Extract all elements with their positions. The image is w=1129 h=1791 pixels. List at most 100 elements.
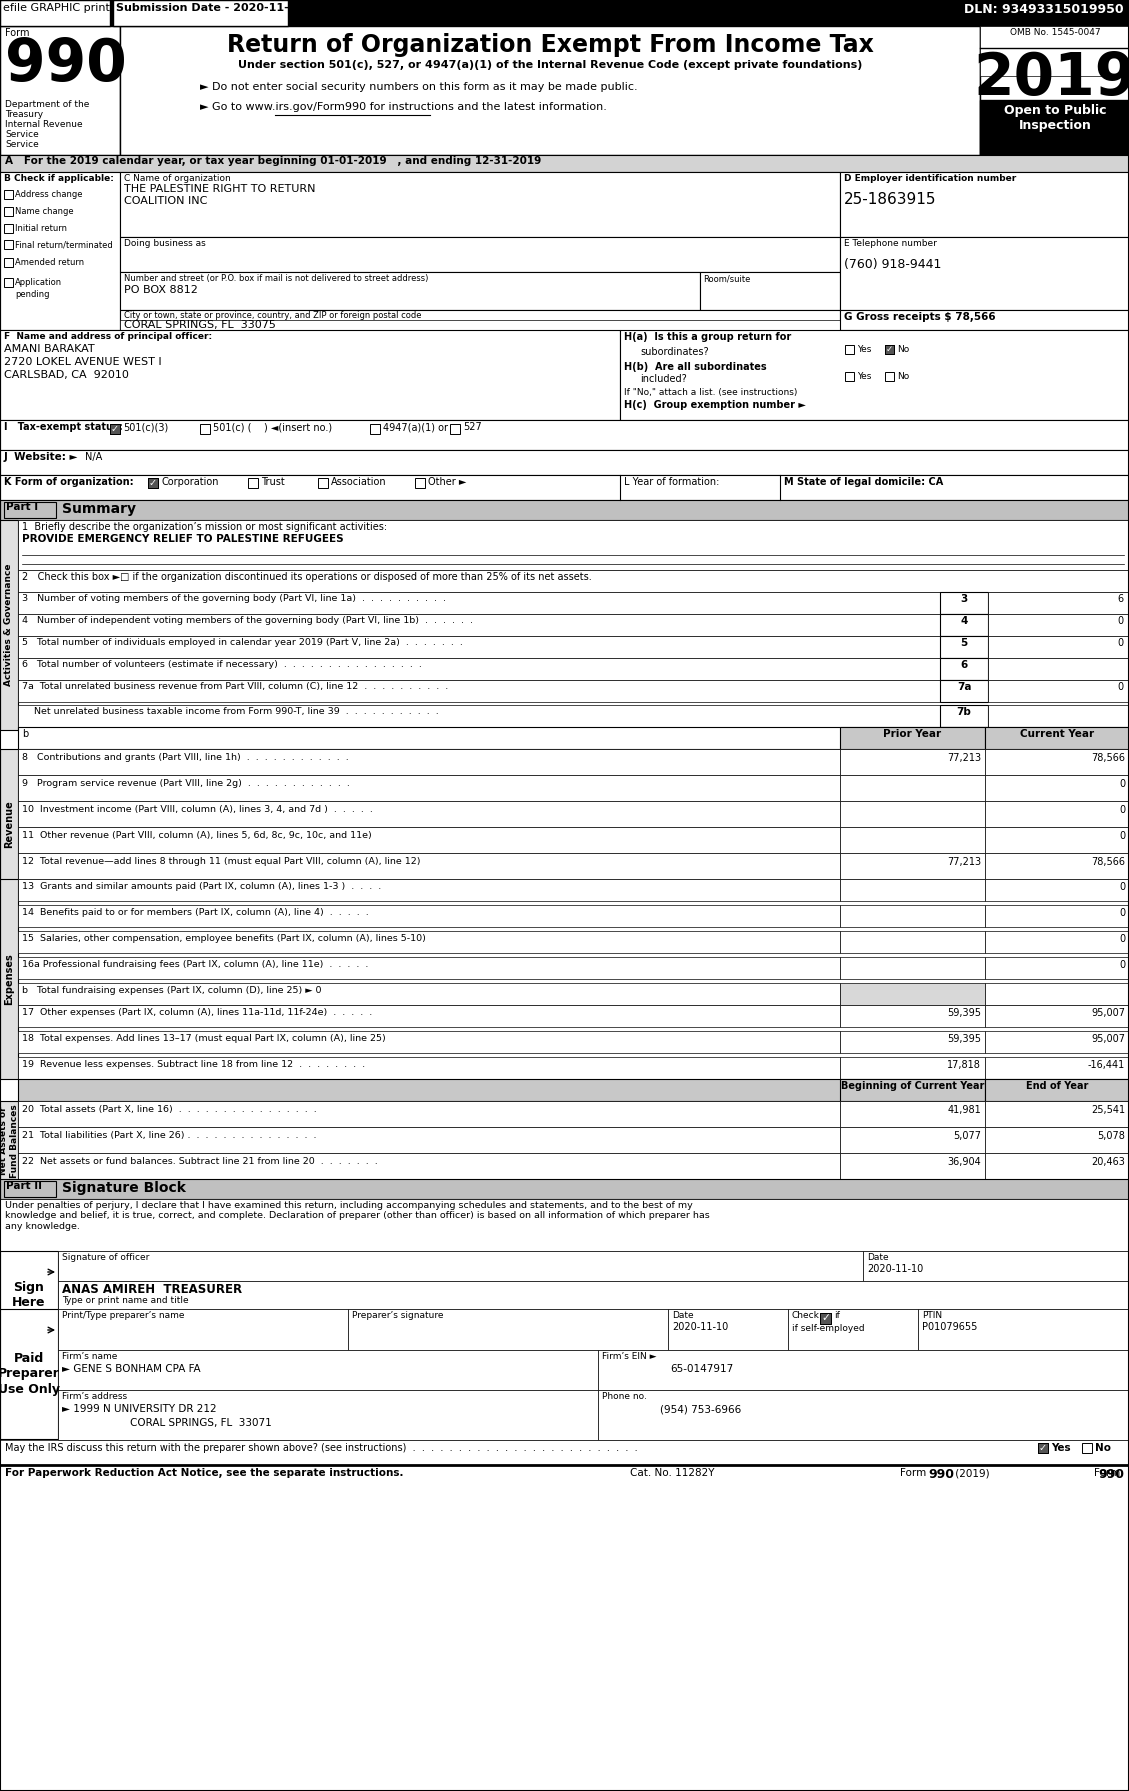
Bar xyxy=(840,1101,984,1127)
Bar xyxy=(5,240,14,249)
Bar xyxy=(984,1078,1129,1101)
Bar xyxy=(988,681,1129,702)
Bar xyxy=(18,1078,1129,1101)
Bar xyxy=(0,500,1129,519)
Text: 527: 527 xyxy=(463,423,482,432)
Bar xyxy=(18,1127,840,1153)
Text: H(c)  Group exemption number ►: H(c) Group exemption number ► xyxy=(624,399,806,410)
Text: Application: Application xyxy=(15,278,62,287)
Text: 16a Professional fundraising fees (Part IX, column (A), line 11e)  .  .  .  .  .: 16a Professional fundraising fees (Part … xyxy=(21,960,368,969)
Bar xyxy=(18,983,840,1005)
Text: Signature Block: Signature Block xyxy=(62,1180,186,1195)
Bar xyxy=(840,1127,984,1153)
Text: Internal Revenue: Internal Revenue xyxy=(5,120,82,129)
Bar xyxy=(18,904,840,928)
Bar xyxy=(980,100,1129,156)
Bar xyxy=(840,1153,984,1178)
Bar xyxy=(940,681,988,702)
Text: 990: 990 xyxy=(928,1469,954,1481)
Text: CARLSBAD, CA  92010: CARLSBAD, CA 92010 xyxy=(5,371,129,380)
Text: 95,007: 95,007 xyxy=(1091,1008,1124,1017)
Bar xyxy=(18,956,840,980)
Text: 990: 990 xyxy=(5,36,126,93)
Text: OMB No. 1545-0047: OMB No. 1545-0047 xyxy=(1009,29,1101,38)
Bar xyxy=(984,1127,1129,1153)
Bar xyxy=(120,172,840,236)
Text: 78,566: 78,566 xyxy=(1091,858,1124,867)
Bar xyxy=(0,27,120,156)
Bar xyxy=(840,904,984,928)
Text: ✓: ✓ xyxy=(149,478,157,487)
Text: Yes: Yes xyxy=(1051,1444,1070,1453)
Text: (954) 753-6966: (954) 753-6966 xyxy=(660,1404,742,1415)
Text: Cat. No. 11282Y: Cat. No. 11282Y xyxy=(630,1469,715,1478)
Text: Under section 501(c), 527, or 4947(a)(1) of the Internal Revenue Code (except pr: Under section 501(c), 527, or 4947(a)(1)… xyxy=(238,61,863,70)
Text: Room/suite: Room/suite xyxy=(703,274,751,283)
Bar xyxy=(120,310,840,330)
Bar xyxy=(0,519,18,731)
Bar xyxy=(18,657,940,681)
Text: 6: 6 xyxy=(1118,595,1124,604)
Bar xyxy=(0,1309,58,1438)
Bar xyxy=(120,272,700,310)
Bar xyxy=(18,1005,840,1026)
Text: 15  Salaries, other compensation, employee benefits (Part IX, column (A), lines : 15 Salaries, other compensation, employe… xyxy=(21,933,426,944)
Text: If "No," attach a list. (see instructions): If "No," attach a list. (see instruction… xyxy=(624,389,797,398)
Bar xyxy=(1038,1444,1048,1453)
Bar xyxy=(984,1057,1129,1078)
Text: Net Assets or
Fund Balances: Net Assets or Fund Balances xyxy=(0,1103,19,1178)
Text: Trust: Trust xyxy=(261,476,285,487)
Bar xyxy=(18,801,840,827)
Text: 5: 5 xyxy=(961,638,968,648)
Text: 2020-11-10: 2020-11-10 xyxy=(672,1322,728,1333)
Text: -16,441: -16,441 xyxy=(1087,1060,1124,1069)
Text: 2019: 2019 xyxy=(974,50,1129,107)
Bar xyxy=(940,657,988,681)
Text: THE PALESTINE RIGHT TO RETURN: THE PALESTINE RIGHT TO RETURN xyxy=(124,184,315,193)
Bar xyxy=(18,636,940,657)
Text: 2020-11-10: 2020-11-10 xyxy=(867,1264,924,1273)
Bar xyxy=(18,1057,840,1078)
Bar xyxy=(984,801,1129,827)
Text: 11  Other revenue (Part VIII, column (A), lines 5, 6d, 8c, 9c, 10c, and 11e): 11 Other revenue (Part VIII, column (A),… xyxy=(21,831,371,840)
Bar xyxy=(110,424,120,433)
Text: (2019): (2019) xyxy=(952,1469,990,1478)
Text: 59,395: 59,395 xyxy=(947,1033,981,1044)
Bar xyxy=(984,879,1129,901)
Text: End of Year: End of Year xyxy=(1026,1082,1088,1091)
Text: 20  Total assets (Part X, line 16)  .  .  .  .  .  .  .  .  .  .  .  .  .  .  . : 20 Total assets (Part X, line 16) . . . … xyxy=(21,1105,317,1114)
Text: Net unrelated business taxable income from Form 990-T, line 39  .  .  .  .  .  .: Net unrelated business taxable income fr… xyxy=(21,707,439,716)
Text: Sign
Here: Sign Here xyxy=(12,1281,46,1309)
Bar xyxy=(980,27,1129,156)
Bar xyxy=(120,321,840,330)
Bar xyxy=(5,190,14,199)
Text: 14  Benefits paid to or for members (Part IX, column (A), line 4)  .  .  .  .  .: 14 Benefits paid to or for members (Part… xyxy=(21,908,369,917)
Text: Doing business as: Doing business as xyxy=(124,238,205,247)
Text: 4: 4 xyxy=(961,616,968,627)
Text: 22  Net assets or fund balances. Subtract line 21 from line 20  .  .  .  .  .  .: 22 Net assets or fund balances. Subtract… xyxy=(21,1157,378,1166)
Bar xyxy=(18,827,840,853)
Text: if: if xyxy=(834,1311,840,1320)
Bar xyxy=(318,478,329,487)
Text: Treasury: Treasury xyxy=(5,109,43,118)
Text: 0: 0 xyxy=(1118,682,1124,691)
Bar xyxy=(0,749,18,899)
Bar xyxy=(0,450,1129,475)
Text: Form: Form xyxy=(1094,1469,1124,1478)
Bar xyxy=(0,879,18,1078)
Text: 8   Contributions and grants (Part VIII, line 1h)  .  .  .  .  .  .  .  .  .  . : 8 Contributions and grants (Part VIII, l… xyxy=(21,752,349,761)
Text: G Gross receipts $ 78,566: G Gross receipts $ 78,566 xyxy=(844,312,996,322)
Bar xyxy=(980,27,1129,75)
Text: Signature of officer: Signature of officer xyxy=(62,1254,149,1263)
Text: Final return/terminated: Final return/terminated xyxy=(15,240,113,249)
Text: 1  Briefly describe the organization’s mission or most significant activities:: 1 Briefly describe the organization’s mi… xyxy=(21,521,387,532)
Text: 17  Other expenses (Part IX, column (A), lines 11a-11d, 11f-24e)  .  .  .  .  .: 17 Other expenses (Part IX, column (A), … xyxy=(21,1008,373,1017)
Text: Beginning of Current Year: Beginning of Current Year xyxy=(841,1082,984,1091)
Bar xyxy=(918,1309,1129,1350)
Bar xyxy=(863,1250,1129,1281)
Text: M State of legal domicile: CA: M State of legal domicile: CA xyxy=(784,476,943,487)
Text: if self-employed: if self-employed xyxy=(793,1324,865,1333)
Bar xyxy=(840,1032,984,1053)
Bar xyxy=(885,373,894,381)
Text: 7a: 7a xyxy=(956,682,971,691)
